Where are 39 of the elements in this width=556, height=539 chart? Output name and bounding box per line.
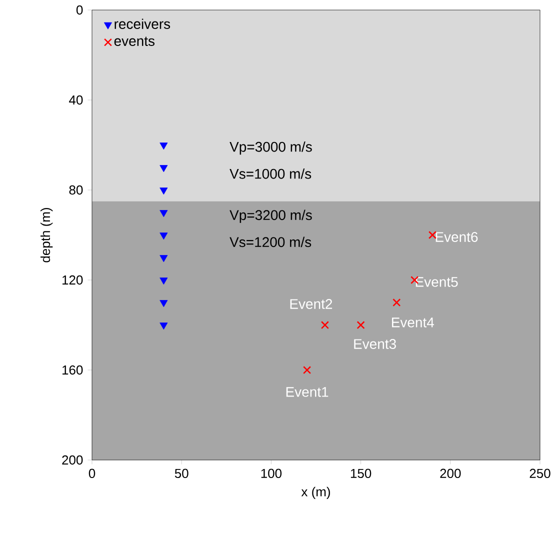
point xyxy=(160,188,168,195)
x-axis-title: x (m) xyxy=(301,486,330,499)
point xyxy=(160,322,168,330)
annotation: Vs=1200 m/s xyxy=(230,236,312,248)
point xyxy=(320,320,330,330)
y-tick-label: 120 xyxy=(62,275,83,285)
point xyxy=(160,232,168,240)
annotation: Event3 xyxy=(354,339,396,349)
y-tick-label: 80 xyxy=(69,185,83,195)
y-tick-label: 160 xyxy=(62,365,83,375)
y-tick-label: 200 xyxy=(62,455,83,465)
annotation: Event2 xyxy=(290,299,332,309)
point xyxy=(160,142,168,150)
point xyxy=(160,210,168,218)
legend-label: events xyxy=(114,36,155,46)
x-tick-label: 100 xyxy=(261,468,282,478)
x-tick-label: 250 xyxy=(530,468,550,478)
y-tick-label: 40 xyxy=(69,95,83,105)
annotation: Event4 xyxy=(392,318,434,328)
point xyxy=(356,320,365,330)
annotation: Vp=3200 m/s xyxy=(230,210,312,223)
annotation: Event5 xyxy=(416,277,458,287)
point xyxy=(302,366,312,374)
x-tick-label: 0 xyxy=(88,468,96,478)
annotation: Event1 xyxy=(286,387,328,397)
y-tick-label: 0 xyxy=(76,5,83,15)
point xyxy=(160,255,168,262)
annotation: Event6 xyxy=(436,232,478,242)
annotation: Vp=3000 m/s xyxy=(230,142,312,155)
y-axis-title: depth (m) xyxy=(40,208,53,262)
point xyxy=(392,298,401,307)
x-tick-label: 50 xyxy=(174,468,188,478)
x-tick-label: 200 xyxy=(440,468,461,478)
point xyxy=(160,300,168,308)
point xyxy=(160,278,168,285)
legend-label: receivers xyxy=(114,18,170,29)
annotation: Vs=1000 m/s xyxy=(230,168,312,179)
point xyxy=(160,165,168,172)
x-tick-label: 150 xyxy=(350,468,372,478)
